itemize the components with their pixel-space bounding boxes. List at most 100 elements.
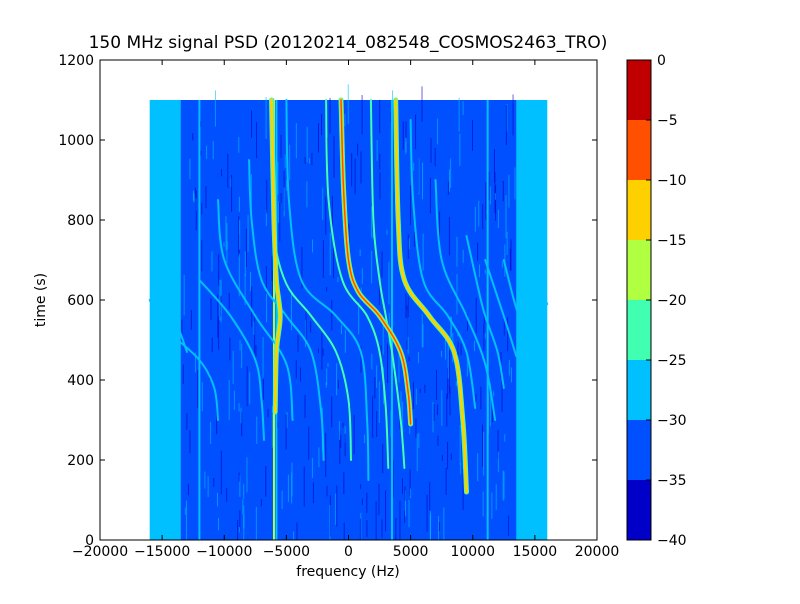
noise-streak [231,175,233,212]
noise-streak [200,150,202,156]
noise-streak [507,317,509,352]
noise-streak [360,484,362,489]
noise-streak [491,492,493,519]
noise-streak [376,140,378,161]
noise-streak [240,407,242,424]
noise-streak [503,471,505,500]
noise-streak [407,234,409,259]
noise-streak [459,133,461,167]
x-tick-label: −20000 [72,544,128,560]
noise-streak [265,466,267,497]
noise-streak [285,414,287,450]
noise-streak [326,286,328,292]
noise-streak [489,186,491,205]
noise-streak [265,97,267,140]
noise-streak [386,229,388,235]
noise-streak [256,122,258,159]
noise-streak [283,187,285,217]
noise-streak [344,433,346,457]
noise-streak [326,368,328,386]
noise-streak [400,391,402,421]
noise-streak [458,97,460,132]
noise-streak [192,190,194,201]
colorbar-tick-label: 0 [657,53,666,69]
x-tick-label: 20000 [575,544,620,560]
noise-streak [360,287,362,296]
noise-streak [205,186,207,209]
colorbar-band [627,180,651,240]
noise-streak [238,403,240,412]
noise-streak [301,247,303,289]
noise-streak [184,507,186,515]
colorbar-tick-label: −15 [657,233,687,249]
noise-streak [409,427,411,435]
noise-streak [286,180,288,191]
noise-streak [483,323,485,351]
noise-streak [374,377,376,399]
noise-streak [220,450,222,495]
noise-streak [489,383,491,427]
noise-streak [286,411,288,428]
colorbar-band [627,240,651,300]
noise-streak [305,320,307,348]
noise-streak [348,226,350,253]
noise-streak [448,216,450,256]
noise-streak [494,172,496,213]
noise-streak [475,393,477,402]
noise-streak [238,216,240,256]
noise-streak [493,391,495,397]
colorbar-band [627,60,651,120]
noise-streak [436,404,438,416]
noise-streak [230,178,232,187]
noise-streak [432,402,434,433]
noise-streak [363,434,365,444]
noise-streak [512,94,514,136]
noise-streak [265,265,267,294]
noise-streak [255,507,257,540]
noise-streak [474,340,476,352]
y-tick-label: 400 [67,373,94,389]
noise-streak [295,360,297,379]
noise-streak [508,359,510,376]
noise-streak [495,185,497,221]
noise-streak [339,430,341,465]
noise-streak [342,422,344,428]
noise-streak [308,426,310,460]
noise-streak [211,337,213,353]
noise-streak [195,187,197,198]
noise-streak [318,447,320,468]
noise-streak [322,240,324,278]
noise-streak [416,433,418,472]
noise-streak [325,196,327,235]
noise-streak [279,202,281,242]
noise-streak [462,249,464,263]
noise-streak [456,236,458,267]
noise-streak [405,137,407,152]
noise-streak [455,381,457,387]
noise-streak [255,344,257,358]
noise-streak [343,471,345,494]
y-tick-label: 0 [85,533,94,549]
noise-streak [474,206,476,232]
noise-streak [424,384,426,394]
noise-streak [497,209,499,229]
noise-streak [381,519,383,538]
noise-streak [218,316,220,350]
doppler-track-17 [148,299,178,365]
noise-streak [183,274,185,316]
noise-streak [321,332,323,370]
noise-streak [193,193,195,203]
noise-streak [504,434,506,442]
doppler-track-3 [369,99,406,469]
y-axis-label: time (s) [33,273,49,327]
noise-streak [238,136,240,153]
noise-streak [312,239,314,253]
noise-streak [478,200,480,227]
doppler-track-18 [527,259,549,305]
noise-streak [376,365,378,388]
noise-streak [272,270,274,299]
noise-streak [501,260,503,268]
noise-streak [441,390,443,426]
noise-streak [187,484,189,496]
